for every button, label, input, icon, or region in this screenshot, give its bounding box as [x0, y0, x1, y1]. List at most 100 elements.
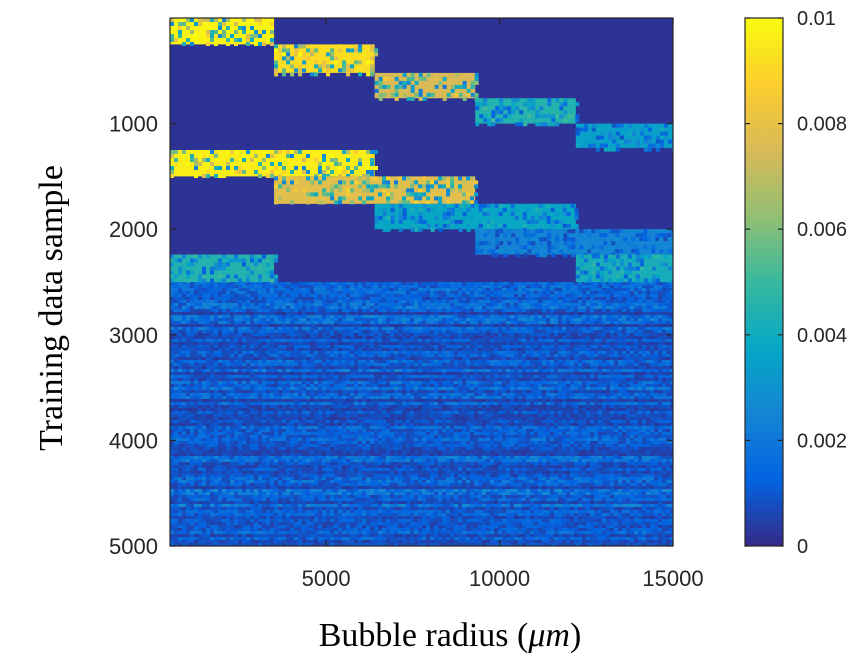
noise-cell	[598, 342, 603, 346]
noise-cell	[510, 300, 515, 304]
noise-cell	[230, 372, 235, 376]
noise-cell	[366, 372, 371, 376]
noise-cell	[378, 291, 383, 295]
noise-cell	[322, 399, 327, 403]
noise-cell	[350, 288, 355, 292]
noise-cell	[214, 381, 219, 385]
noise-cell	[638, 378, 643, 382]
noise-cell	[654, 324, 659, 328]
noise-cell	[282, 288, 287, 292]
noise-cell	[338, 327, 343, 331]
noise-cell	[294, 396, 299, 400]
noise-cell	[434, 339, 439, 343]
noise-cell	[406, 372, 411, 376]
noise-cell	[278, 297, 283, 301]
noise-cell	[234, 354, 239, 358]
noise-cell	[342, 348, 347, 352]
noise-cell	[262, 354, 267, 358]
noise-cell	[422, 309, 427, 313]
noise-cell	[654, 366, 659, 370]
noise-cell	[318, 336, 323, 340]
noise-cell	[634, 384, 639, 388]
noise-cell	[446, 300, 451, 304]
noise-cell	[246, 288, 251, 292]
noise-cell	[666, 342, 671, 346]
noise-cell	[498, 333, 503, 337]
noise-cell	[514, 315, 519, 319]
noise-cell	[274, 351, 279, 355]
noise-cell	[346, 348, 351, 352]
noise-cell	[254, 309, 259, 313]
noise-cell	[178, 288, 183, 292]
noise-cell	[394, 354, 399, 358]
noise-cell	[342, 384, 347, 388]
noise-cell	[350, 387, 355, 391]
noise-cell	[522, 345, 527, 349]
noise-cell	[402, 348, 407, 352]
noise-cell	[618, 390, 623, 394]
noise-cell	[218, 330, 223, 334]
noise-cell	[430, 345, 435, 349]
noise-cell	[218, 363, 223, 367]
noise-cell	[542, 285, 547, 289]
noise-cell	[450, 285, 455, 289]
noise-cell	[558, 285, 563, 289]
noise-cell	[474, 336, 479, 340]
noise-cell	[290, 282, 295, 286]
noise-cell	[474, 369, 479, 373]
noise-cell	[638, 312, 643, 316]
noise-cell	[490, 393, 495, 397]
noise-cell	[330, 366, 335, 370]
noise-cell	[642, 393, 647, 397]
noise-cell	[206, 294, 211, 298]
noise-cell	[190, 324, 195, 328]
noise-cell	[198, 348, 203, 352]
noise-cell	[354, 360, 359, 364]
noise-cell	[362, 321, 367, 325]
noise-cell	[230, 315, 235, 319]
noise-cell	[562, 339, 567, 343]
noise-cell	[650, 303, 655, 307]
noise-cell	[590, 363, 595, 367]
noise-cell	[642, 327, 647, 331]
noise-cell	[630, 312, 635, 316]
noise-cell	[342, 342, 347, 346]
noise-cell	[226, 372, 231, 376]
noise-cell	[394, 339, 399, 343]
noise-cell	[210, 306, 215, 310]
noise-cell	[242, 387, 247, 391]
noise-cell	[254, 360, 259, 364]
noise-cell	[286, 285, 291, 289]
noise-cell	[638, 384, 643, 388]
noise-cell	[318, 318, 323, 322]
noise-cell	[514, 303, 519, 307]
noise-cell	[542, 312, 547, 316]
noise-cell	[202, 288, 207, 292]
noise-cell	[234, 303, 239, 307]
noise-cell	[238, 369, 243, 373]
noise-cell	[562, 282, 567, 286]
noise-cell	[670, 342, 673, 346]
noise-cell	[394, 396, 399, 400]
noise-cell	[266, 372, 271, 376]
noise-cell	[326, 354, 331, 358]
noise-cell	[382, 288, 387, 292]
noise-cell	[642, 321, 647, 325]
noise-cell	[590, 396, 595, 400]
noise-cell	[450, 306, 455, 310]
noise-cell	[234, 363, 239, 367]
noise-cell	[170, 354, 175, 358]
noise-cell	[326, 324, 331, 328]
noise-cell	[442, 297, 447, 301]
noise-cell	[510, 372, 515, 376]
noise-cell	[630, 288, 635, 292]
noise-cell	[306, 357, 311, 361]
noise-cell	[474, 300, 479, 304]
noise-cell	[286, 294, 291, 298]
noise-cell	[486, 336, 491, 340]
noise-cell	[558, 384, 563, 388]
noise-cell	[566, 357, 571, 361]
noise-cell	[474, 360, 479, 364]
noise-cell	[670, 390, 673, 394]
